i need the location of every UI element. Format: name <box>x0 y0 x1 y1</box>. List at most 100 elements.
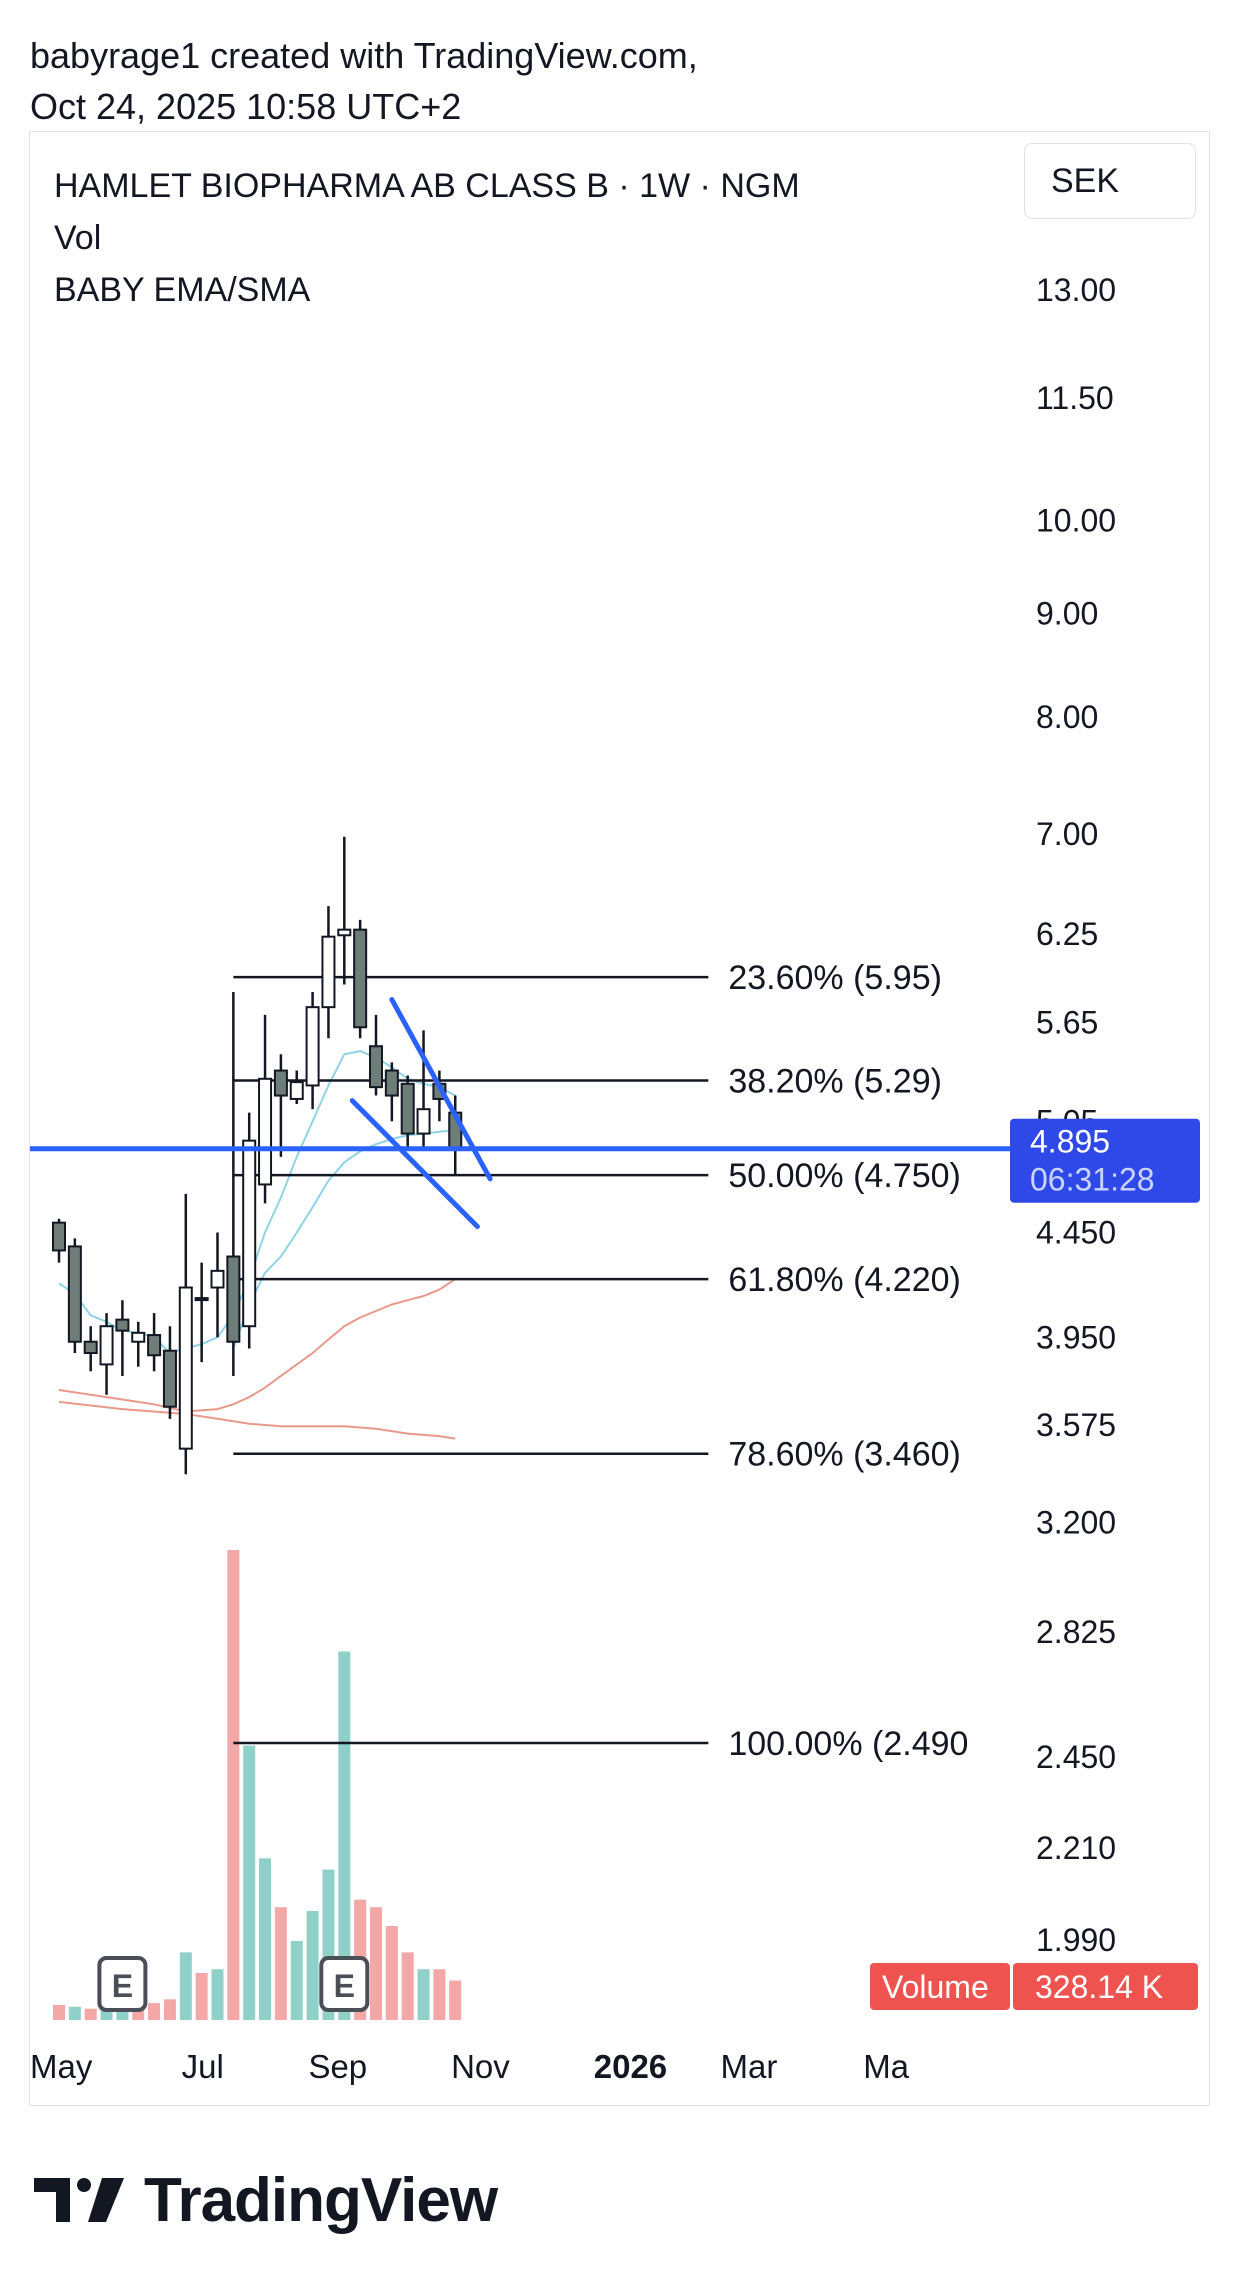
volume-bar <box>179 1952 192 2020</box>
candle-body <box>52 1221 66 1252</box>
fib-level-label: 100.00% (2.490 <box>728 1725 968 1763</box>
timestamp-line: Oct 24, 2025 10:58 UTC+2 <box>30 86 462 127</box>
volume-bar <box>243 1745 256 2020</box>
tradingview-wordmark: TradingView <box>144 2165 498 2235</box>
last-price-tag-bg <box>1010 1118 1200 1203</box>
candle-body <box>67 1245 82 1343</box>
candle-body <box>242 1139 257 1328</box>
volume-tag: Volume 328.14 K <box>870 1963 1198 2010</box>
candle-body <box>194 1297 209 1302</box>
y-axis-tick-label: 9.00 <box>1036 595 1098 631</box>
earnings-marker: E <box>97 1956 148 2012</box>
x-axis-tick-label: Jul <box>182 2048 224 2085</box>
y-axis-tick-label: 3.200 <box>1036 1504 1116 1540</box>
candle-body <box>305 1006 320 1087</box>
candle-body <box>321 935 336 1009</box>
earnings-marker: E <box>319 1956 370 2012</box>
volume-bar <box>211 1969 224 2020</box>
author-line: babyrage1 created with TradingView.com, <box>30 35 698 76</box>
volume-bar <box>370 1907 382 2020</box>
y-axis-tick-label: 8.00 <box>1036 699 1098 735</box>
x-axis-tick-label: Ma <box>863 2048 909 2085</box>
volume-bar <box>116 2008 129 2020</box>
long-sma-line <box>58 1400 456 1440</box>
volume-bar <box>433 1969 446 2020</box>
volume-bar <box>385 1926 398 2020</box>
volume-bar <box>53 2004 65 2020</box>
candle-body <box>416 1108 431 1135</box>
earnings-marker-label: E <box>334 1968 355 2004</box>
candle-body <box>131 1331 146 1343</box>
earnings-marker-label: E <box>112 1968 133 2004</box>
candle-body <box>400 1082 415 1135</box>
y-axis-tick-label: 2.210 <box>1036 1830 1116 1866</box>
price-chart[interactable]: 23.60% (5.95) 38.20% (5.29) 50.00% (4.750)… <box>0 0 1239 2150</box>
volume-bar <box>148 2003 161 2020</box>
volume-bar <box>417 1969 430 2020</box>
chart-legend: HAMLET BIOPHARMA AB CLASS B · 1W · NGM V… <box>54 160 800 316</box>
earnings-marker-box <box>319 1956 370 2012</box>
volume-indicator-label[interactable]: Vol <box>54 219 102 257</box>
chart-attribution: babyrage1 created with TradingView.com, … <box>30 30 698 132</box>
candle-body <box>99 1325 114 1366</box>
volume-bar <box>259 1858 272 2020</box>
fib-level-label: 50.00% (4.750) <box>728 1157 961 1195</box>
fib-level-label: 61.80% (4.220) <box>728 1261 961 1299</box>
candle-body <box>178 1286 193 1450</box>
volume-bar <box>274 1907 287 2020</box>
volume-bar <box>84 2008 97 2020</box>
volume-bar <box>401 1952 414 2020</box>
candle-body <box>226 1255 241 1343</box>
y-axis-tick-label: 2.450 <box>1036 1739 1116 1775</box>
y-axis-tick-label: 10.00 <box>1036 503 1116 539</box>
candle-body <box>384 1069 399 1097</box>
volume-tag-value-bg <box>1013 1963 1198 2010</box>
candle-body <box>115 1318 130 1332</box>
tradingview-logo-icon <box>34 2178 124 2222</box>
candle-body <box>353 928 368 1029</box>
chart-frame <box>29 131 1210 2106</box>
volume-tag-name: Volume <box>882 1969 989 2005</box>
candle-body <box>289 1081 304 1100</box>
candle-body <box>162 1349 177 1408</box>
fib-level-label: 38.20% (5.29) <box>728 1062 942 1100</box>
y-axis-tick-label: 4.450 <box>1036 1214 1116 1250</box>
currency-button[interactable]: SEK <box>1024 143 1196 219</box>
candle-body <box>369 1045 383 1089</box>
x-axis-tick-label: Nov <box>451 2048 510 2085</box>
falling-wedge-line <box>349 1098 480 1230</box>
bar-countdown: 06:31:28 <box>1030 1162 1155 1198</box>
ema-sma-indicator-label[interactable]: BABY EMA/SMA <box>54 271 311 309</box>
candle-body <box>337 928 352 937</box>
y-axis-tick-label: 11.50 <box>1036 380 1114 416</box>
candle-body <box>83 1340 98 1354</box>
fib-level-label: 23.60% (5.95) <box>728 959 942 997</box>
volume-bar <box>68 2006 81 2020</box>
y-axis-tick-label: 5.65 <box>1036 1005 1098 1041</box>
volume-bar <box>449 1980 462 2020</box>
earnings-marker-box <box>97 1956 148 2012</box>
candle-body <box>273 1069 288 1097</box>
candle-body <box>210 1269 225 1289</box>
symbol-title[interactable]: HAMLET BIOPHARMA AB CLASS B · 1W · NGM <box>54 167 800 205</box>
candle-body <box>147 1334 162 1357</box>
tradingview-logo[interactable]: TradingView <box>34 2160 498 2240</box>
x-axis-tick-label: 2026 <box>594 2048 667 2085</box>
y-axis-tick-label: 3.575 <box>1036 1407 1116 1443</box>
y-axis-tick-label: 6.25 <box>1036 916 1098 952</box>
volume-bar <box>195 1973 208 2020</box>
volume-tag-name-bg <box>870 1963 1010 2010</box>
volume-bar <box>306 1910 319 2020</box>
plot-area: 23.60% (5.95) 38.20% (5.29) 50.00% (4.750)… <box>30 836 1010 2020</box>
y-axis-tick-label: 13.00 <box>1036 272 1116 308</box>
x-axis-tick-label: Mar <box>721 2048 778 2085</box>
volume-bar <box>290 1941 303 2020</box>
mid-sma-line <box>58 1278 456 1413</box>
y-axis-tick-label: 3.950 <box>1036 1319 1116 1355</box>
last-price-value: 4.895 <box>1030 1124 1110 1160</box>
y-axis-tick-label: 1.990 <box>1036 1922 1116 1958</box>
volume-bar <box>163 1999 176 2020</box>
x-axis-tick-label: Sep <box>308 2048 367 2085</box>
volume-tag-value: 328.14 K <box>1035 1969 1163 2005</box>
